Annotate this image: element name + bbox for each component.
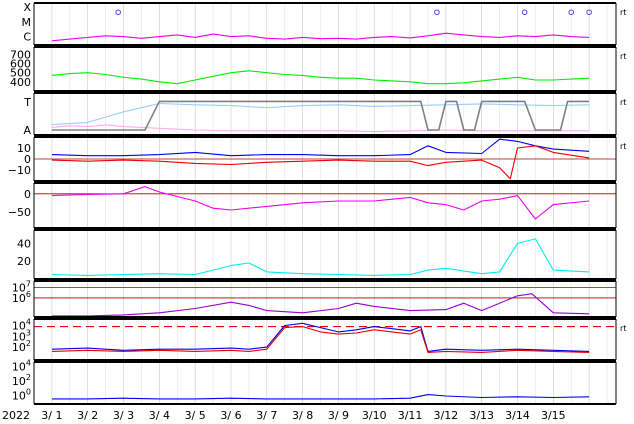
series-line-red xyxy=(51,145,590,180)
y-tick-label: 102 xyxy=(12,339,31,354)
series-line-magenta xyxy=(51,186,590,220)
y-tick-label: 400 xyxy=(10,76,31,89)
flare-marker xyxy=(568,9,575,16)
y-tick-label: 10 xyxy=(17,142,31,155)
panel-magnetic-field: 100−10 rt xyxy=(8,136,626,182)
y-tick-label: 0 xyxy=(24,188,31,201)
panel-rt-tag: rt xyxy=(620,324,626,333)
flare-marker xyxy=(586,9,592,16)
y-tick-label: 700 xyxy=(10,48,31,61)
y-tick-label: T xyxy=(23,96,31,109)
series-line-gray xyxy=(51,100,590,131)
series-line-magenta xyxy=(51,32,590,42)
x-tick-label: 3/15 xyxy=(541,409,566,422)
y-tick-label: 104 xyxy=(12,317,31,332)
x-tick-label: 3/ 5 xyxy=(185,409,206,422)
series-line-green xyxy=(51,70,590,85)
panel-rt-tag: rt xyxy=(620,98,626,107)
x-tick-label: 3/ 4 xyxy=(149,409,170,422)
x-axis-year-label: 2022 xyxy=(2,409,30,422)
y-tick-label: 102 xyxy=(12,373,31,388)
x-tick-label: 3/ 7 xyxy=(256,409,277,422)
y-tick-label: 600 xyxy=(10,58,31,71)
panel-background xyxy=(34,281,616,317)
x-tick-label: 3/14 xyxy=(505,409,530,422)
y-tick-label: 40 xyxy=(17,237,31,250)
series-line-blue xyxy=(51,138,590,157)
x-tick-label: 3/ 9 xyxy=(328,409,349,422)
panel-pressure-index: T Art xyxy=(23,92,626,137)
y-tick-label: M xyxy=(22,16,32,29)
panel-background xyxy=(34,3,616,45)
panel-rt-tag: rt xyxy=(620,142,626,151)
flare-marker xyxy=(434,9,440,16)
y-tick-label: 100 xyxy=(12,387,31,402)
panel-background xyxy=(34,47,616,91)
y-tick-label: C xyxy=(23,31,31,44)
panels-layer: XMCrt700600500400rtTArt100−10rt0−5040201… xyxy=(8,1,626,405)
y-tick-label: 106 xyxy=(12,290,31,305)
panel-bz-angle: 0−50 xyxy=(8,182,617,229)
y-tick-label: 500 xyxy=(10,67,31,80)
x-tick-label: 3/12 xyxy=(434,409,459,422)
series-line-blue xyxy=(51,322,590,352)
panel-background xyxy=(34,230,616,279)
panel-rt-tag: rt xyxy=(620,8,626,17)
x-tick-label: 3/ 8 xyxy=(292,409,313,422)
series-line-violet xyxy=(51,293,590,317)
series-line-red xyxy=(51,326,590,353)
panel-background xyxy=(34,93,616,135)
flare-marker xyxy=(115,9,121,16)
x-tick-label: 3/ 1 xyxy=(41,409,62,422)
y-tick-label: 20 xyxy=(17,255,31,268)
y-tick-label: X xyxy=(23,1,31,14)
y-tick-label: 104 xyxy=(12,358,31,373)
series-line-pink xyxy=(51,124,590,133)
y-tick-label: −50 xyxy=(8,206,31,219)
y-tick-label: 107 xyxy=(12,279,31,294)
x-tick-label: 3/ 3 xyxy=(113,409,134,422)
flare-marker xyxy=(521,9,528,16)
panel-rt-tag: rt xyxy=(620,52,626,61)
x-tick-label: 3/ 2 xyxy=(77,409,98,422)
series-line-light_blue xyxy=(51,102,590,126)
y-tick-label: 0 xyxy=(24,153,31,166)
x-tick-label: 3/11 xyxy=(398,409,423,422)
y-tick-label: −10 xyxy=(8,164,31,177)
y-tick-label: 103 xyxy=(12,328,31,343)
panel-background xyxy=(34,183,616,228)
series-line-blue xyxy=(51,394,590,400)
x-tick-label: 3/ 6 xyxy=(220,409,241,422)
x-tick-label: 3/10 xyxy=(362,409,387,422)
panel-background xyxy=(34,319,616,360)
x-axis: 3/ 1 3/ 2 3/ 3 3/ 4 3/ 5 3/ 6 3/ 7 3/ 8 3/ 9 3/10… xyxy=(41,409,565,422)
y-tick-label: A xyxy=(23,124,31,137)
series-line-cyan xyxy=(51,238,590,276)
x-tick-label: 3/13 xyxy=(469,409,494,422)
